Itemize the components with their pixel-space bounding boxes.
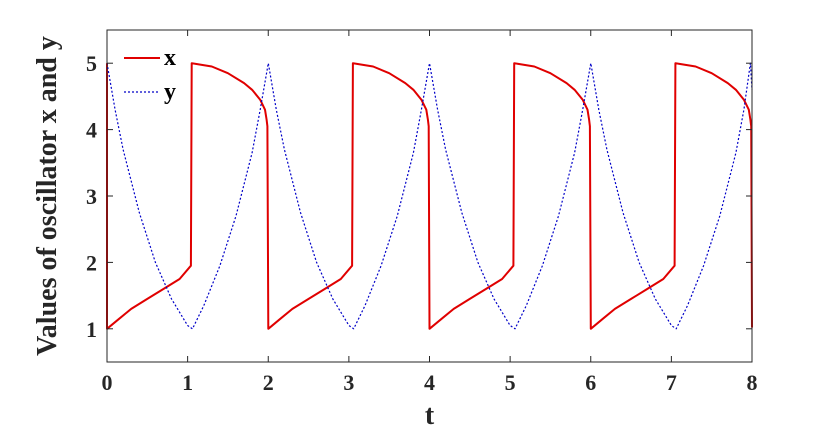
y-axis-title: Values of oscillator x and y bbox=[32, 36, 63, 356]
y-tick-label: 4 bbox=[86, 118, 97, 143]
y-tick-label: 1 bbox=[86, 317, 97, 342]
series-line-x bbox=[106, 62, 753, 330]
x-tick-label: 3 bbox=[343, 370, 354, 395]
x-tick-label: 8 bbox=[747, 370, 758, 395]
legend-label-x: x bbox=[164, 45, 176, 71]
x-tick-label: 1 bbox=[182, 370, 193, 395]
legend: x y bbox=[124, 45, 176, 105]
x-axis-ticks: 0 1 2 3 4 5 6 7 8 bbox=[102, 30, 758, 395]
x-axis-title: t bbox=[425, 400, 435, 431]
x-tick-label: 7 bbox=[666, 370, 677, 395]
x-tick-label: 0 bbox=[102, 370, 113, 395]
legend-label-y: y bbox=[164, 79, 176, 105]
x-tick-label: 5 bbox=[505, 370, 516, 395]
y-axis-ticks: 1 2 3 4 5 bbox=[86, 51, 752, 342]
x-tick-label: 6 bbox=[585, 370, 596, 395]
series-line-y bbox=[106, 62, 753, 330]
x-tick-label: 2 bbox=[263, 370, 274, 395]
y-tick-label: 5 bbox=[86, 51, 97, 76]
y-tick-label: 2 bbox=[86, 250, 97, 275]
y-tick-label: 3 bbox=[86, 184, 97, 209]
x-tick-label: 4 bbox=[424, 370, 435, 395]
plot-lines bbox=[106, 62, 753, 330]
